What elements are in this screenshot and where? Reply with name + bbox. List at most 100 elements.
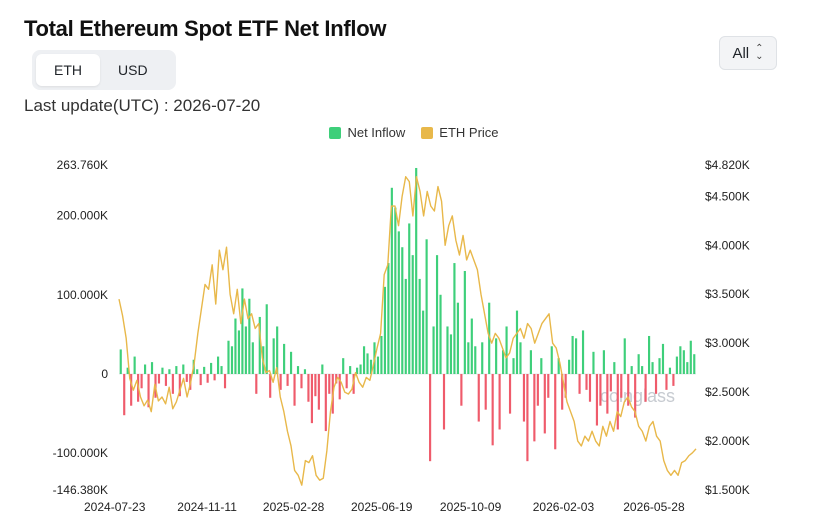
inflow-bar[interactable] <box>150 362 154 375</box>
inflow-bar[interactable] <box>119 349 122 374</box>
inflow-bar[interactable] <box>227 340 230 375</box>
inflow-bar[interactable] <box>206 374 209 383</box>
inflow-bar[interactable] <box>182 364 185 375</box>
inflow-bar[interactable] <box>383 286 386 375</box>
inflow-bar[interactable] <box>446 326 449 374</box>
inflow-bar[interactable] <box>491 374 494 446</box>
inflow-bar[interactable] <box>602 350 605 374</box>
inflow-bar[interactable] <box>369 359 373 374</box>
inflow-bar[interactable] <box>196 369 199 374</box>
inflow-bar[interactable] <box>140 374 143 389</box>
eth-unit-button[interactable]: ETH <box>36 54 100 86</box>
inflow-bar[interactable] <box>658 358 661 375</box>
inflow-bar[interactable] <box>237 330 240 374</box>
inflow-bar[interactable] <box>272 338 275 375</box>
inflow-bar[interactable] <box>529 350 532 374</box>
inflow-bar[interactable] <box>376 356 380 374</box>
inflow-bar[interactable] <box>143 364 147 375</box>
inflow-bar[interactable] <box>526 374 529 462</box>
inflow-bar[interactable] <box>324 374 327 432</box>
inflow-bar[interactable] <box>488 302 491 375</box>
inflow-bar[interactable] <box>338 374 341 400</box>
inflow-bar[interactable] <box>349 366 352 374</box>
inflow-bar[interactable] <box>296 366 300 374</box>
inflow-bar[interactable] <box>230 346 234 374</box>
inflow-bar[interactable] <box>561 374 564 410</box>
inflow-bar[interactable] <box>216 356 220 374</box>
inflow-bar[interactable] <box>585 374 588 390</box>
inflow-bar[interactable] <box>689 340 692 375</box>
inflow-bar[interactable] <box>335 374 338 384</box>
inflow-bar[interactable] <box>289 351 293 375</box>
inflow-bar[interactable] <box>540 358 543 375</box>
inflow-bar[interactable] <box>693 354 696 375</box>
inflow-bar[interactable] <box>317 374 320 410</box>
inflow-bar[interactable] <box>512 358 515 375</box>
inflow-bar[interactable] <box>356 367 359 375</box>
inflow-bar[interactable] <box>477 374 480 422</box>
inflow-bar[interactable] <box>568 359 571 374</box>
inflow-bar[interactable] <box>210 362 213 374</box>
inflow-bar[interactable] <box>171 374 174 394</box>
inflow-bar[interactable] <box>328 374 331 394</box>
inflow-bar[interactable] <box>276 326 279 374</box>
inflow-bar[interactable] <box>651 362 654 375</box>
inflow-bar[interactable] <box>269 374 272 398</box>
inflow-bar[interactable] <box>515 310 519 374</box>
inflow-bar[interactable] <box>665 374 668 390</box>
inflow-bar[interactable] <box>314 374 317 397</box>
inflow-bar[interactable] <box>550 346 553 374</box>
inflow-bar[interactable] <box>147 374 150 408</box>
inflow-bar[interactable] <box>588 374 592 402</box>
inflow-bar[interactable] <box>223 374 227 389</box>
inflow-bar[interactable] <box>449 334 453 375</box>
legend-item-eth-price[interactable]: ETH Price <box>421 125 499 140</box>
inflow-bar[interactable] <box>380 335 383 375</box>
inflow-bar[interactable] <box>519 342 522 375</box>
inflow-bar[interactable] <box>175 366 178 374</box>
inflow-bar[interactable] <box>533 374 536 442</box>
inflow-bar[interactable] <box>686 362 689 375</box>
inflow-bar[interactable] <box>251 342 254 375</box>
inflow-bar[interactable] <box>286 374 289 386</box>
inflow-bar[interactable] <box>366 353 369 374</box>
inflow-bar[interactable] <box>592 351 595 375</box>
inflow-bar[interactable] <box>505 326 508 374</box>
inflow-bar[interactable] <box>248 298 251 375</box>
inflow-bar[interactable] <box>547 374 550 398</box>
inflow-bar[interactable] <box>634 374 637 418</box>
inflow-bar[interactable] <box>126 367 129 375</box>
inflow-bar[interactable] <box>508 374 512 414</box>
inflow-bar[interactable] <box>178 374 181 397</box>
inflow-bar[interactable] <box>564 374 567 398</box>
inflow-bar[interactable] <box>168 369 171 374</box>
inflow-bar[interactable] <box>300 374 303 389</box>
inflow-bar[interactable] <box>404 278 407 375</box>
inflow-bar[interactable] <box>362 346 366 374</box>
inflow-bar[interactable] <box>133 356 136 374</box>
inflow-bar[interactable] <box>654 374 658 394</box>
inflow-bar[interactable] <box>241 288 244 375</box>
inflow-bar[interactable] <box>679 346 682 374</box>
inflow-bar[interactable] <box>498 374 501 430</box>
inflow-bar[interactable] <box>303 369 307 374</box>
inflow-bar[interactable] <box>474 346 477 374</box>
inflow-bar[interactable] <box>185 374 188 382</box>
inflow-bar[interactable] <box>456 302 459 375</box>
inflow-bar[interactable] <box>439 294 442 375</box>
inflow-bar[interactable] <box>682 350 685 374</box>
inflow-bar[interactable] <box>359 364 362 375</box>
inflow-bar[interactable] <box>536 374 539 406</box>
inflow-bar[interactable] <box>467 342 470 375</box>
inflow-bar[interactable] <box>422 310 425 374</box>
inflow-bar[interactable] <box>258 316 261 374</box>
inflow-bar[interactable] <box>578 374 581 394</box>
inflow-bar[interactable] <box>571 335 574 375</box>
inflow-bar[interactable] <box>648 335 651 375</box>
time-range-select[interactable]: All ⌃ ⌄ <box>719 36 777 70</box>
usd-unit-button[interactable]: USD <box>100 54 166 86</box>
inflow-bar[interactable] <box>620 374 623 398</box>
inflow-bar[interactable] <box>630 366 633 374</box>
inflow-bar[interactable] <box>481 342 484 375</box>
inflow-bar[interactable] <box>460 374 463 406</box>
